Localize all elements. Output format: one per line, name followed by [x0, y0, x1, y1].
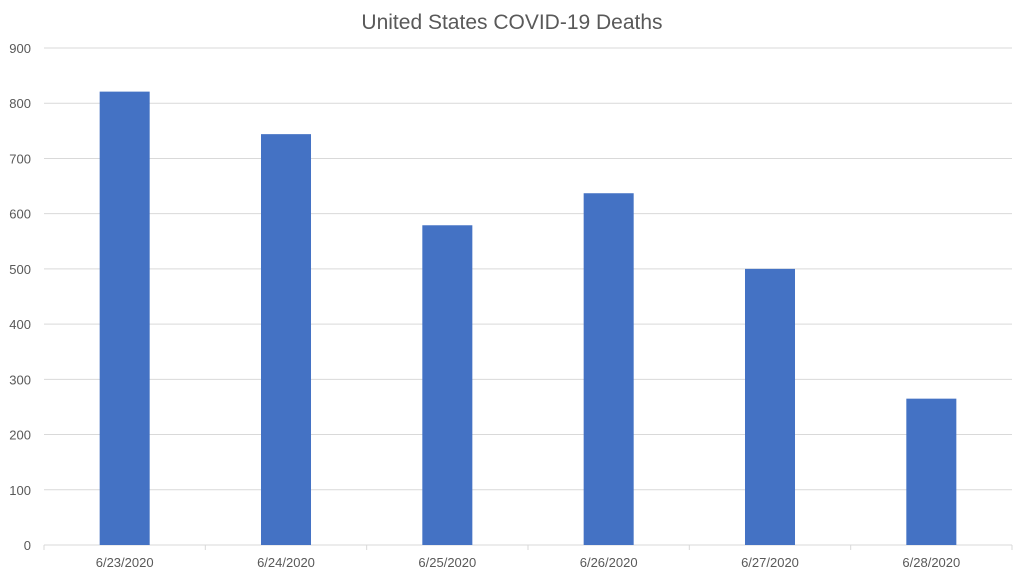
bar [583, 193, 634, 546]
y-tick-label: 800 [9, 96, 31, 111]
x-tick-label: 6/23/2020 [96, 555, 154, 570]
x-tick-label: 6/26/2020 [580, 555, 638, 570]
gridlines [44, 47, 1012, 546]
y-tick-label: 100 [9, 483, 31, 498]
y-tick-label: 300 [9, 372, 31, 387]
bar [260, 134, 312, 545]
x-tick-label: 6/28/2020 [902, 555, 960, 570]
x-tick-label: 6/25/2020 [418, 555, 476, 570]
x-tick-label: 6/27/2020 [741, 555, 799, 570]
y-tick-label: 600 [9, 207, 31, 222]
chart-title: United States COVID-19 Deaths [361, 11, 662, 34]
y-tick-label: 0 [24, 538, 31, 553]
x-tick-label: 6/24/2020 [257, 555, 315, 570]
y-axis-tick-labels: 0 100 200 300 400 500 600 700 800 900 [9, 41, 31, 553]
bar [744, 268, 796, 545]
bars [99, 91, 957, 546]
bar [99, 91, 150, 546]
y-tick-label: 500 [9, 262, 31, 277]
y-tick-label: 400 [9, 317, 31, 332]
y-tick-label: 200 [9, 428, 31, 443]
y-tick-label: 700 [9, 151, 31, 166]
x-axis-tick-labels: 6/23/2020 6/24/2020 6/25/2020 6/26/2020 6/27… [43, 545, 1013, 570]
bar [422, 225, 473, 545]
y-tick-label: 900 [9, 41, 31, 56]
bar [906, 398, 957, 545]
